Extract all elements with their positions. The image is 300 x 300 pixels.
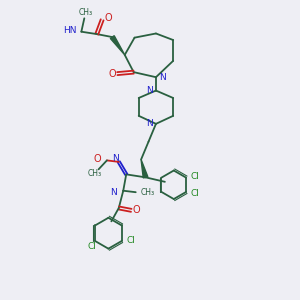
Polygon shape (141, 160, 148, 178)
Text: Cl: Cl (88, 242, 97, 251)
Text: N: N (112, 154, 119, 163)
Text: Cl: Cl (190, 189, 199, 198)
Text: O: O (93, 154, 101, 164)
Text: HN: HN (63, 26, 76, 35)
Text: Cl: Cl (190, 172, 199, 181)
Text: O: O (108, 69, 116, 79)
Text: N: N (111, 188, 117, 197)
Text: N: N (159, 73, 166, 82)
Text: N: N (146, 86, 153, 95)
Text: CH₃: CH₃ (88, 169, 102, 178)
Text: CH₃: CH₃ (79, 8, 93, 17)
Text: CH₃: CH₃ (141, 188, 155, 197)
Text: N: N (146, 119, 153, 128)
Text: O: O (133, 205, 140, 215)
Polygon shape (110, 36, 125, 55)
Text: Cl: Cl (126, 236, 135, 245)
Text: O: O (104, 13, 112, 23)
